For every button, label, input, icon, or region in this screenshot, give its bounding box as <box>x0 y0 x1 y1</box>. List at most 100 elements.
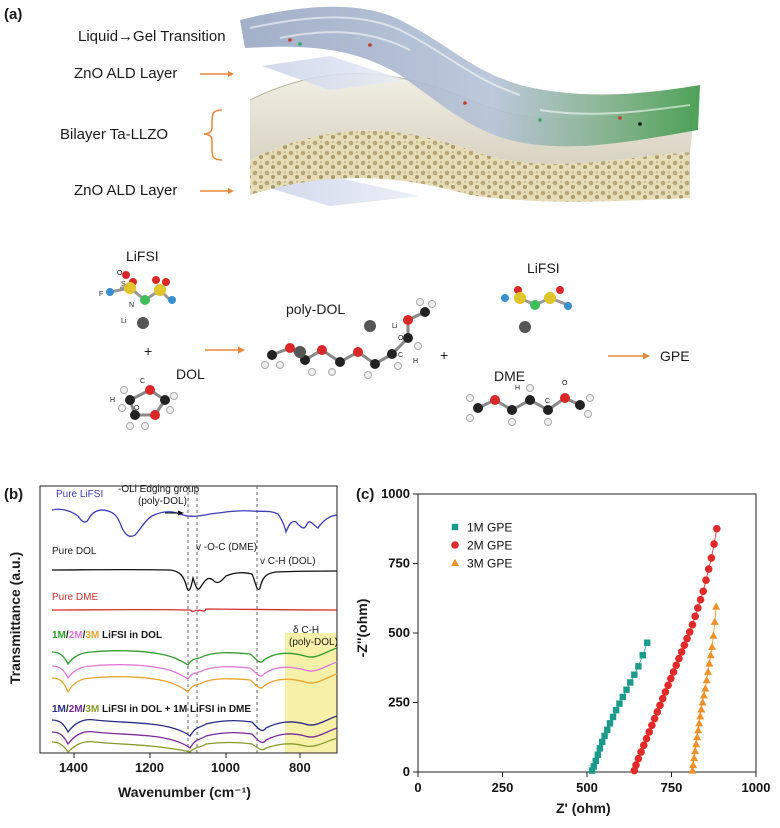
eis-point-series-2 <box>648 721 656 730</box>
eis-point-series-2 <box>675 654 683 663</box>
eis-point-series-3 <box>706 651 715 659</box>
poly-dol-highlight-band <box>285 633 337 753</box>
lifsi-molecule-2 <box>501 286 572 333</box>
zno-bottom-sheet <box>262 176 420 206</box>
zno-top-sheet <box>262 56 405 90</box>
spectrum-2m-mix <box>51 727 338 749</box>
atom-h-3: H <box>515 385 521 392</box>
atom-o-4: O <box>562 380 568 387</box>
eis-xtick-label: 750 <box>661 780 683 795</box>
legend-marker-1 <box>451 523 459 531</box>
eis-ylabel: -Z''(ohm) <box>354 598 370 658</box>
ftir-xlabel: Wavenumber (cm⁻¹) <box>118 784 251 800</box>
label-lifsi-in-dol: 1M/2M/3M LiFSI in DOL <box>52 630 163 641</box>
eis-point-series-2 <box>710 540 718 548</box>
spectrum-2m-lifsi-dol <box>51 661 338 680</box>
eis-point-series-1 <box>627 679 634 686</box>
plus-sign-2: + <box>440 347 449 363</box>
eis-ytick-label: 0 <box>403 764 410 779</box>
label-voc-dme: v -O-C (DME) <box>196 542 258 553</box>
atom-s-1: S <box>121 281 126 288</box>
panel-a-label: (a) <box>4 6 23 23</box>
eis-xtick-label: 500 <box>576 780 598 795</box>
eis-point-series-1 <box>606 720 614 727</box>
lifsi-molecule-1 <box>106 271 176 329</box>
eis-xtick-label: 0 <box>414 780 421 795</box>
eis-point-series-3 <box>699 691 708 699</box>
eis-point-series-3 <box>697 705 706 713</box>
eis-point-series-3 <box>708 642 717 650</box>
eis-point-series-1 <box>623 686 630 693</box>
eis-point-series-2 <box>680 641 689 650</box>
eis-point-series-1 <box>599 738 606 746</box>
ftir-spectra <box>39 485 338 758</box>
spectrum-pure-lifsi <box>51 508 338 537</box>
label-mix-3m: 3M <box>85 704 100 715</box>
bilayer-brace <box>203 109 223 161</box>
spectrum-1m-lifsi-dol <box>51 647 338 666</box>
legend-marker-2 <box>451 541 459 549</box>
eis-point-series-3 <box>688 766 697 774</box>
legend-label-1: 1M GPE <box>467 521 512 535</box>
eis-point-series-3 <box>696 712 705 720</box>
label-2m: 2M <box>68 630 83 641</box>
label-mix-rest: LiFSI in DOL + 1M LiFSI in DME <box>99 704 252 715</box>
eis-point-series-2 <box>656 701 664 710</box>
eis-point-series-2 <box>672 661 681 670</box>
eis-point-series-1 <box>616 700 623 707</box>
atom-c-1: C <box>140 378 146 385</box>
eis-point-series-2 <box>639 741 648 750</box>
eis-point-series-1 <box>631 671 638 678</box>
eis-point-series-2 <box>699 587 708 596</box>
label-lifsi-2: LiFSI <box>527 260 560 276</box>
atom-c-2: C <box>398 352 404 359</box>
eis-point-series-2 <box>704 565 713 573</box>
eis-point-series-1 <box>592 757 599 765</box>
eis-point-series-2 <box>688 620 697 629</box>
eis-point-series-2 <box>632 761 640 769</box>
eis-point-series-2 <box>683 634 691 643</box>
eis-point-series-2 <box>650 714 659 723</box>
spectrum-pure-dme <box>51 608 338 613</box>
eis-point-series-3 <box>691 746 700 755</box>
atom-o-1: O <box>117 270 123 277</box>
label-bilayer: Bilayer Ta-LLZO <box>60 126 169 143</box>
eis-point-series-1 <box>643 639 651 646</box>
eis-point-series-1 <box>619 693 627 701</box>
eis-ytick-label: 1000 <box>381 486 410 501</box>
gel-layer <box>240 6 700 147</box>
eis-point-series-1 <box>596 745 604 752</box>
eis-point-series-2 <box>677 648 686 656</box>
spectrum-3m-mix <box>51 737 338 754</box>
eis-point-series-1 <box>601 732 608 740</box>
legend-label-3: 3M GPE <box>467 557 512 571</box>
eis-point-series-2 <box>664 681 672 690</box>
label-mixed-electrolyte: 1M/2M/3M LiFSI in DOL + 1M LiFSI in DME <box>52 704 252 715</box>
eis-point-series-1 <box>635 663 642 670</box>
atom-h-1: H <box>110 397 116 404</box>
eis-point-series-2 <box>634 754 643 763</box>
eis-point-series-2 <box>645 728 653 736</box>
label-mix-2m: 2M <box>68 704 83 715</box>
eis-point-series-3 <box>694 726 703 734</box>
eis-point-series-3 <box>701 684 710 692</box>
eis-xtick-label: 250 <box>492 780 514 795</box>
eis-point-series-3 <box>709 631 718 639</box>
label-3m: 3M <box>85 630 100 641</box>
legend-label-2: 2M GPE <box>467 539 512 553</box>
atom-h-2: H <box>413 358 419 365</box>
spectrum-3m-lifsi-dol <box>51 673 338 694</box>
panel-b-label: (b) <box>4 486 24 503</box>
atom-f-1: F <box>99 291 104 298</box>
panel-c-label: (c) <box>356 486 375 503</box>
atom-li-2: Li <box>392 323 398 330</box>
dme-molecule <box>466 384 594 426</box>
eis-point-series-3 <box>693 733 702 741</box>
label-lifsi-dol-rest: LiFSI in DOL <box>99 630 163 641</box>
label-dol: DOL <box>176 366 205 382</box>
eis-point-series-3 <box>704 667 713 675</box>
poly-dol-molecule <box>261 298 436 379</box>
label-pure-dme: Pure DME <box>52 592 99 603</box>
eis-point-series-3 <box>712 602 721 610</box>
eis-point-series-3 <box>698 698 707 706</box>
